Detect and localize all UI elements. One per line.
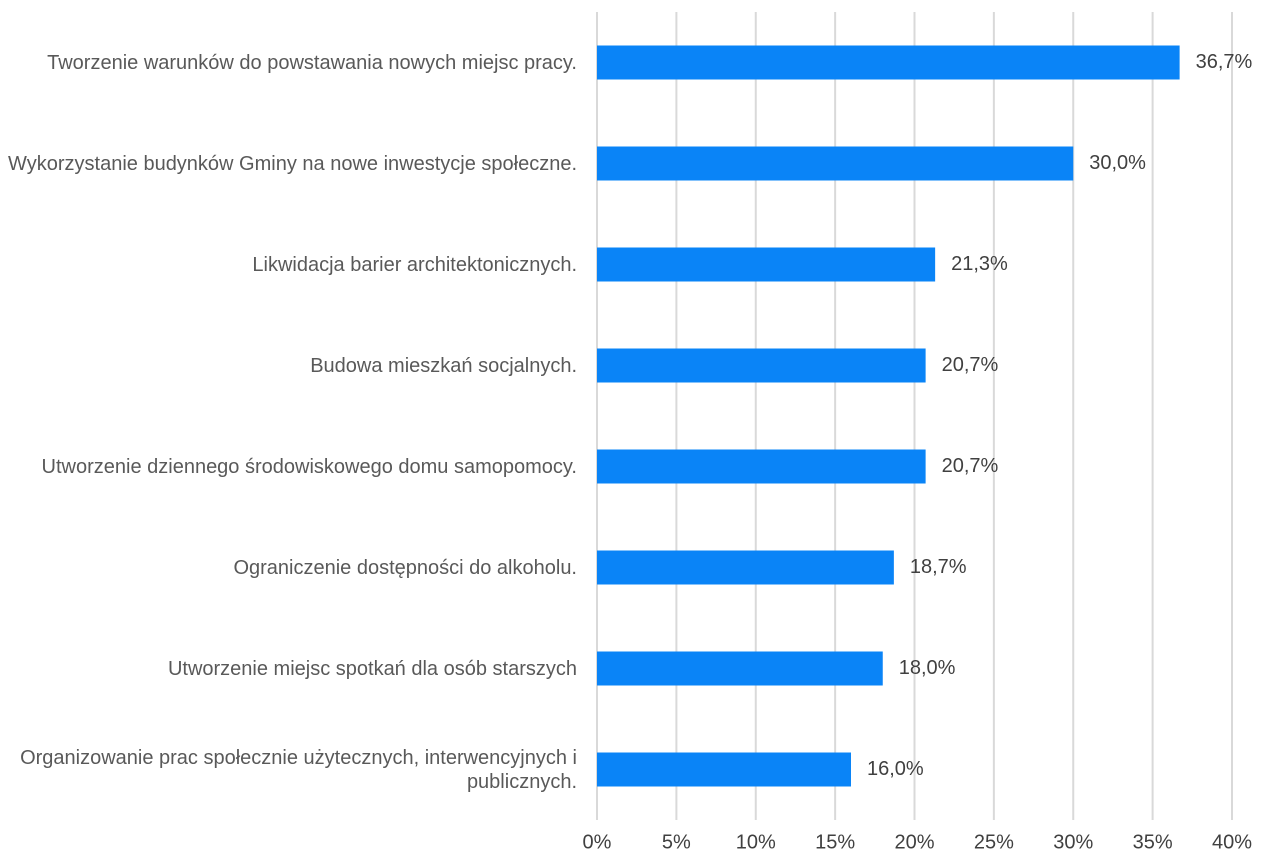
bar (597, 651, 883, 686)
bar (597, 348, 926, 383)
value-label: 36,7% (1196, 51, 1253, 73)
y-tick-label: Ograniczenie dostępności do alkoholu. (233, 556, 577, 579)
y-tick-label: Utworzenie dziennego środowiskowego domu… (41, 455, 577, 478)
x-tick-label: 35% (1133, 831, 1173, 853)
bar (597, 45, 1180, 80)
y-tick-label: Likwidacja barier architektonicznych. (252, 253, 577, 276)
bar (597, 449, 926, 484)
y-tick-label: Wykorzystanie budynków Gminy na nowe inw… (8, 152, 577, 175)
bar (597, 247, 936, 282)
y-tick-label: Tworzenie warunków do powstawania nowych… (47, 51, 577, 74)
x-tick-label: 30% (1053, 831, 1093, 853)
bar (597, 146, 1074, 181)
x-tick-label: 20% (894, 831, 934, 853)
x-tick-label: 40% (1212, 831, 1252, 853)
value-label: 18,0% (899, 657, 956, 679)
bar (597, 752, 851, 787)
y-tick-label: Budowa mieszkań socjalnych. (310, 354, 577, 377)
x-tick-label: 0% (583, 831, 612, 853)
value-label: 20,7% (942, 354, 999, 376)
bar (597, 550, 894, 585)
value-label: 16,0% (867, 758, 924, 780)
x-tick-label: 10% (736, 831, 776, 853)
value-label: 20,7% (942, 455, 999, 477)
value-label: 30,0% (1089, 152, 1146, 174)
x-tick-label: 5% (662, 831, 691, 853)
x-tick-label: 15% (815, 831, 855, 853)
y-tick-label: Utworzenie miejsc spotkań dla osób stars… (167, 657, 577, 680)
x-tick-label: 25% (974, 831, 1014, 853)
value-label: 18,7% (910, 556, 967, 578)
y-tick-label: Organizowanie prac społecznie użytecznyc… (20, 746, 577, 793)
value-label: 21,3% (951, 253, 1008, 275)
